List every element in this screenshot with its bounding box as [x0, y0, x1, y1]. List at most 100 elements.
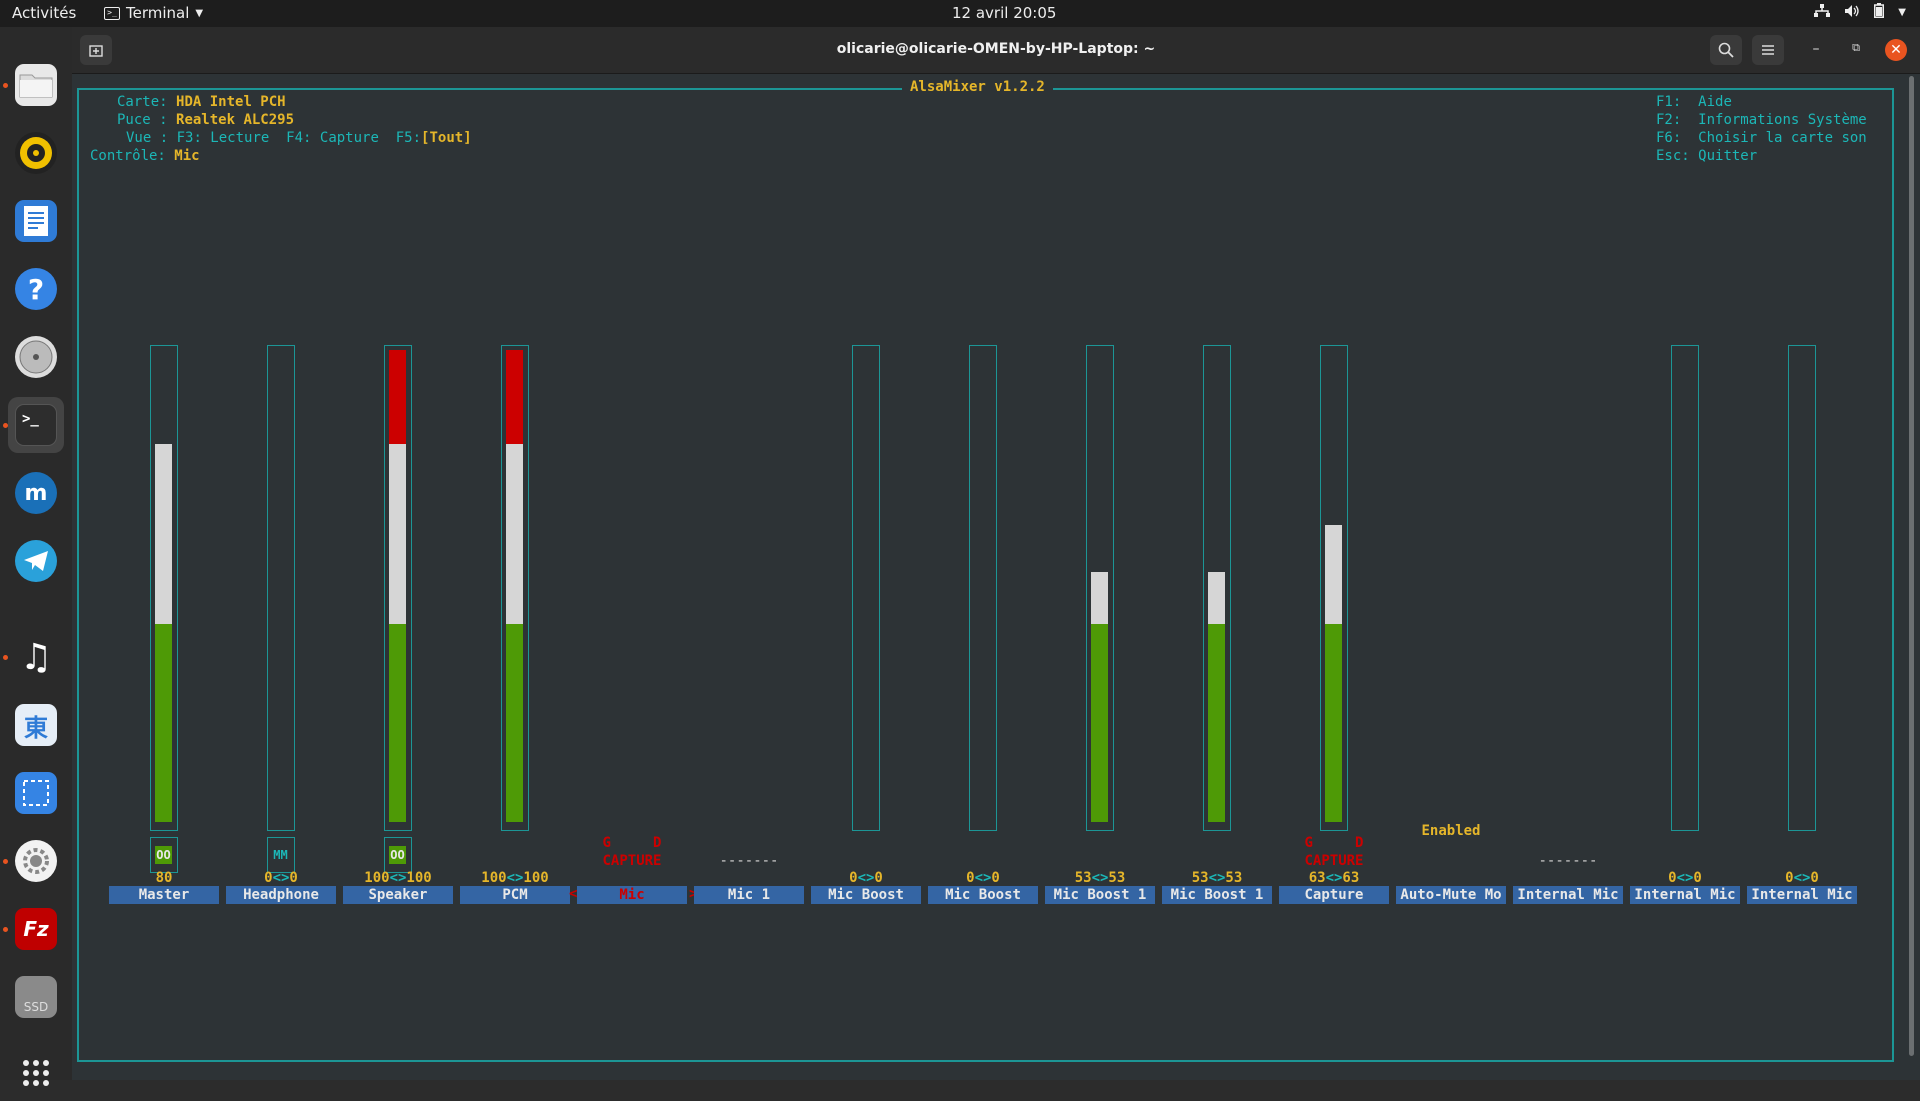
top-bar: Activités >_ Terminal ▼ 12 avril 20:05 ▼ [0, 0, 1920, 27]
volume-gauge[interactable] [384, 345, 412, 831]
system-menu-chevron-icon: ▼ [1898, 7, 1906, 18]
dock-ssd[interactable]: SSD [8, 969, 64, 1025]
close-button[interactable]: ✕ [1885, 39, 1907, 61]
dock-terminal[interactable]: >_ [8, 397, 64, 453]
dock-telegram[interactable] [8, 533, 64, 589]
volume-gauge[interactable] [1086, 345, 1114, 831]
dock-filezilla[interactable]: Fz [8, 901, 64, 957]
dock-files[interactable] [8, 57, 64, 113]
mute-toggle[interactable]: MM [267, 837, 295, 873]
chevron-down-icon: ▼ [195, 7, 204, 19]
level-green [1208, 623, 1225, 822]
enum-separator: ------- [719, 853, 779, 869]
enum-separator: ------- [1538, 853, 1598, 869]
volume-gauge[interactable] [501, 345, 529, 831]
dock-disks[interactable] [8, 329, 64, 385]
level-red [506, 350, 523, 445]
channel-label[interactable]: PCM [460, 886, 570, 904]
channel-label[interactable]: Mic Boost 1 [1045, 886, 1155, 904]
volume-value: 100<>100 [343, 870, 453, 886]
channel-label[interactable]: Internal Mic [1630, 886, 1740, 904]
channel-label[interactable]: Master [109, 886, 219, 904]
volume-value: 0<>0 [1747, 870, 1857, 886]
scrollbar[interactable] [1909, 76, 1914, 1056]
volume-gauge[interactable] [267, 345, 295, 831]
level-green [1091, 623, 1108, 822]
enum-value[interactable]: Enabled [1421, 823, 1481, 839]
level-red [389, 350, 406, 445]
capture-switch[interactable]: CAPTURE [602, 853, 662, 869]
card-label: Carte: [117, 94, 168, 110]
mute-toggle[interactable]: OO [384, 837, 412, 873]
channel-label[interactable]: Auto-Mute Mo [1396, 886, 1506, 904]
view-info: Vue : F3: Lecture F4: Capture F5:[Tout] [126, 130, 472, 146]
window-header-bar[interactable]: olicarie@olicarie-OMEN-by-HP-Laptop: ~ –… [72, 27, 1920, 74]
dock-writer[interactable] [8, 193, 64, 249]
musescore-icon: m [15, 472, 57, 514]
maximize-button[interactable]: ⧉ [1852, 41, 1860, 54]
control-info: Contrôle: Mic [90, 148, 200, 164]
capture-switch[interactable]: CAPTURE [1304, 853, 1364, 869]
mute-toggle[interactable]: OO [150, 837, 178, 873]
channel-label[interactable]: Speaker [343, 886, 453, 904]
terminal-content[interactable]: AlsaMixer v1.2.2 Carte: HDA Intel PCH Pu… [72, 74, 1920, 1080]
clock[interactable]: 12 avril 20:05 [952, 4, 1057, 22]
dock-help[interactable]: ? [8, 261, 64, 317]
volume-gauge[interactable] [1671, 345, 1699, 831]
new-tab-button[interactable] [80, 35, 112, 65]
dock-settings[interactable] [8, 833, 64, 889]
volume-part: 0 [849, 870, 858, 886]
volume-gauge[interactable] [1203, 345, 1231, 831]
view-playback: F3: Lecture [176, 130, 270, 146]
dock-screenshot[interactable] [8, 765, 64, 821]
search-button[interactable] [1710, 35, 1742, 65]
card-info: Carte: HDA Intel PCH [117, 94, 286, 110]
volume-part: 100 [364, 870, 390, 886]
alsamixer-title: AlsaMixer v1.2.2 [902, 79, 1053, 95]
volume-part: <> [1208, 870, 1226, 886]
channel-label[interactable]: Mic [577, 886, 687, 904]
channel-label[interactable]: Mic Boost 1 [1162, 886, 1272, 904]
app-menu[interactable]: >_ Terminal ▼ [104, 4, 203, 22]
level-green [389, 623, 406, 822]
volume-part: 63 [1342, 870, 1360, 886]
telegram-icon [15, 540, 57, 582]
volume-gauge[interactable] [150, 345, 178, 831]
volume-gauge[interactable] [1320, 345, 1348, 831]
control-label: Contrôle: [90, 148, 166, 164]
dock-musescore[interactable]: m [8, 465, 64, 521]
view-all-key: F5: [395, 130, 422, 146]
system-tray[interactable]: ▼ [1814, 3, 1906, 22]
channel-label[interactable]: Capture [1279, 886, 1389, 904]
hamburger-menu-button[interactable] [1752, 35, 1784, 65]
app-menu-label: Terminal [126, 4, 190, 22]
help-key: F6: [1656, 130, 1682, 146]
dock-app-grid[interactable] [8, 1045, 64, 1101]
level-white [1091, 571, 1108, 624]
channel-label[interactable]: Internal Mic [1513, 886, 1623, 904]
channel-label[interactable]: Mic Boost [928, 886, 1038, 904]
network-icon [1814, 3, 1831, 22]
volume-gauge[interactable] [852, 345, 880, 831]
app-grid-icon [15, 1052, 57, 1094]
volume-part: 0 [1810, 870, 1819, 886]
minimize-button[interactable]: – [1812, 41, 1820, 57]
volume-value: 53<>53 [1162, 870, 1272, 886]
dock-music[interactable]: ♫ [8, 629, 64, 685]
volume-part: <> [272, 870, 290, 886]
volume-part: 0 [1785, 870, 1794, 886]
level-white [155, 444, 172, 624]
volume-gauge[interactable] [969, 345, 997, 831]
volume-part: 0 [1693, 870, 1702, 886]
card-value: HDA Intel PCH [176, 94, 286, 110]
dock-dictionary[interactable]: 東 [8, 697, 64, 753]
channel-label[interactable]: Headphone [226, 886, 336, 904]
dock-rhythmbox[interactable] [8, 125, 64, 181]
volume-gauge[interactable] [1788, 345, 1816, 831]
help-text: Choisir la carte son [1698, 130, 1867, 146]
channel-label[interactable]: Internal Mic [1747, 886, 1857, 904]
selection-marker-left: < [569, 886, 578, 902]
activities-button[interactable]: Activités [12, 4, 77, 22]
channel-label[interactable]: Mic Boost [811, 886, 921, 904]
channel-label[interactable]: Mic 1 [694, 886, 804, 904]
